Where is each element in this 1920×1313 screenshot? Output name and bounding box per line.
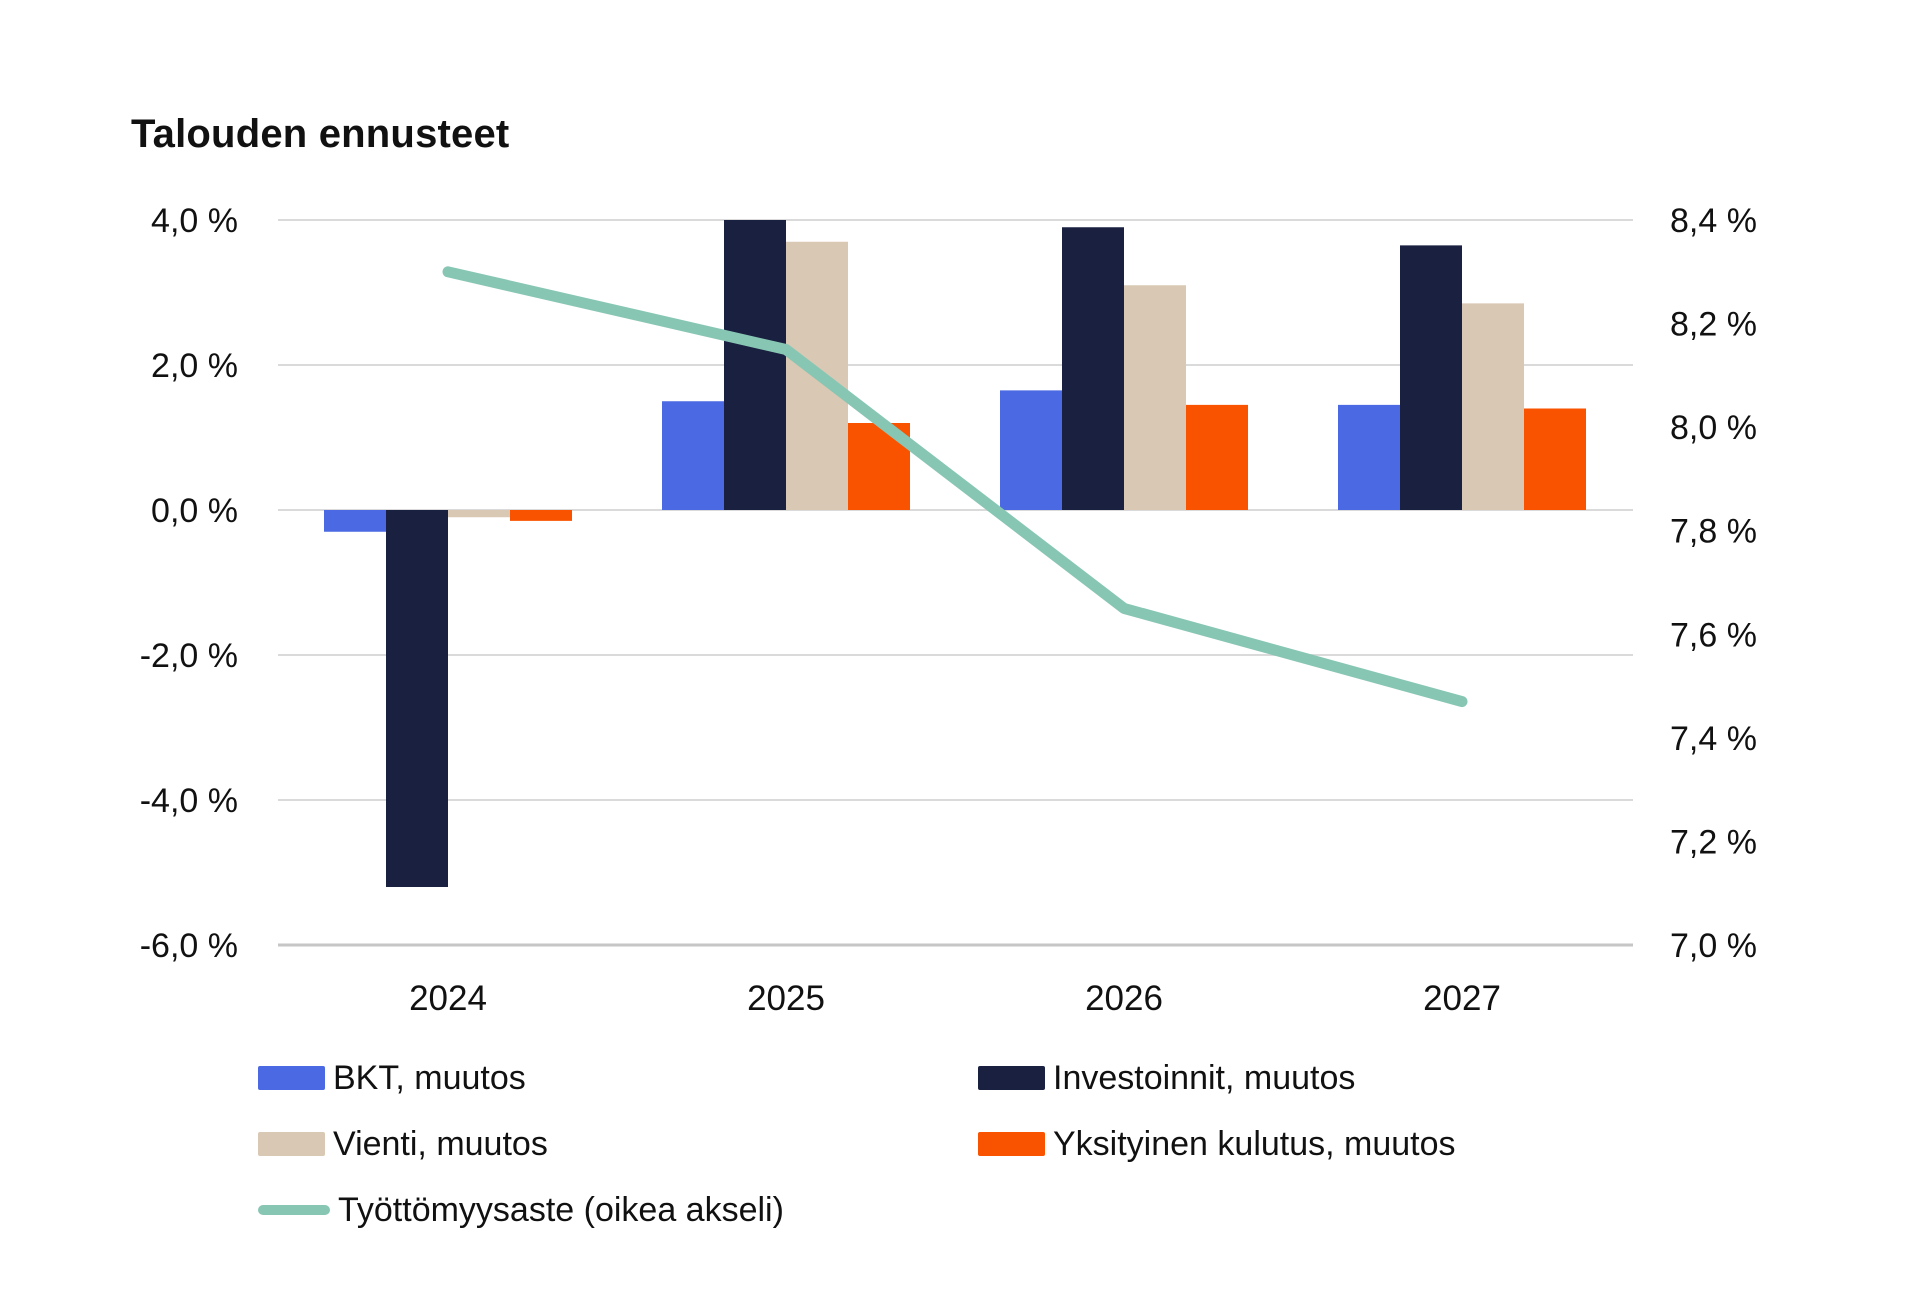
left-axis-tick: -6,0 % bbox=[140, 927, 238, 965]
right-axis-tick: 7,8 % bbox=[1670, 513, 1757, 551]
bar-2026-series2 bbox=[1124, 285, 1186, 510]
right-axis-tick: 7,2 % bbox=[1670, 823, 1757, 861]
bar-2026-series1 bbox=[1062, 227, 1124, 510]
chart-title: Talouden ennusteet bbox=[131, 112, 510, 156]
legend-item-yksityinen-kulutus: Yksityinen kulutus, muutos bbox=[978, 1124, 1456, 1164]
legend-label-yksityinen-kulutus: Yksityinen kulutus, muutos bbox=[1053, 1124, 1456, 1163]
x-axis-label: 2025 bbox=[747, 979, 825, 1018]
bar-2027-series2 bbox=[1462, 303, 1524, 510]
left-axis-tick: -2,0 % bbox=[140, 637, 238, 675]
right-axis-tick: 7,6 % bbox=[1670, 616, 1757, 654]
legend-item-bkt: BKT, muutos bbox=[258, 1058, 526, 1098]
right-axis-tick: 7,4 % bbox=[1670, 720, 1757, 758]
bar-2024-series1 bbox=[386, 510, 448, 887]
unemployment-rate-line bbox=[442, 266, 1468, 708]
legend-swatch-tyottomyysaste bbox=[258, 1205, 330, 1215]
left-axis-tick: 2,0 % bbox=[151, 347, 238, 385]
legend-swatch-vienti bbox=[258, 1132, 325, 1156]
legend-item-tyottomyysaste: Työttömyysaste (oikea akseli) bbox=[258, 1190, 784, 1230]
bar-2027-series1 bbox=[1400, 245, 1462, 510]
bar-2024-series3 bbox=[510, 510, 572, 521]
bar-2025-series0 bbox=[662, 401, 724, 510]
bar-2026-series0 bbox=[1000, 390, 1062, 510]
bar-2024-series2 bbox=[448, 510, 510, 518]
left-axis-tick: 0,0 % bbox=[151, 492, 238, 530]
right-axis-tick: 8,4 % bbox=[1670, 202, 1757, 240]
legend-label-investoinnit: Investoinnit, muutos bbox=[1053, 1058, 1356, 1097]
right-axis-tick: 7,0 % bbox=[1670, 927, 1757, 965]
legend-swatch-investoinnit bbox=[978, 1066, 1045, 1090]
bar-2025-series1 bbox=[724, 220, 786, 510]
right-axis-tick: 8,2 % bbox=[1670, 306, 1757, 344]
legend-label-bkt: BKT, muutos bbox=[333, 1058, 526, 1097]
bar-2026-series3 bbox=[1186, 404, 1248, 510]
bar-2024-series0 bbox=[324, 510, 386, 532]
legend-item-vienti: Vienti, muutos bbox=[258, 1124, 548, 1164]
x-axis-label: 2027 bbox=[1423, 979, 1501, 1018]
left-axis-tick: -4,0 % bbox=[140, 782, 238, 820]
x-axis-label: 2026 bbox=[1085, 979, 1163, 1018]
x-axis-label: 2024 bbox=[409, 979, 487, 1018]
left-axis-tick: 4,0 % bbox=[151, 202, 238, 240]
legend-label-vienti: Vienti, muutos bbox=[333, 1124, 548, 1163]
legend-swatch-yksityinen-kulutus bbox=[978, 1132, 1045, 1156]
right-axis-tick: 8,0 % bbox=[1670, 409, 1757, 447]
bar-2027-series0 bbox=[1338, 404, 1400, 510]
legend-label-tyottomyysaste: Työttömyysaste (oikea akseli) bbox=[338, 1190, 784, 1229]
legend-swatch-bkt bbox=[258, 1066, 325, 1090]
legend-item-investoinnit: Investoinnit, muutos bbox=[978, 1058, 1355, 1098]
bar-2027-series3 bbox=[1524, 408, 1586, 510]
